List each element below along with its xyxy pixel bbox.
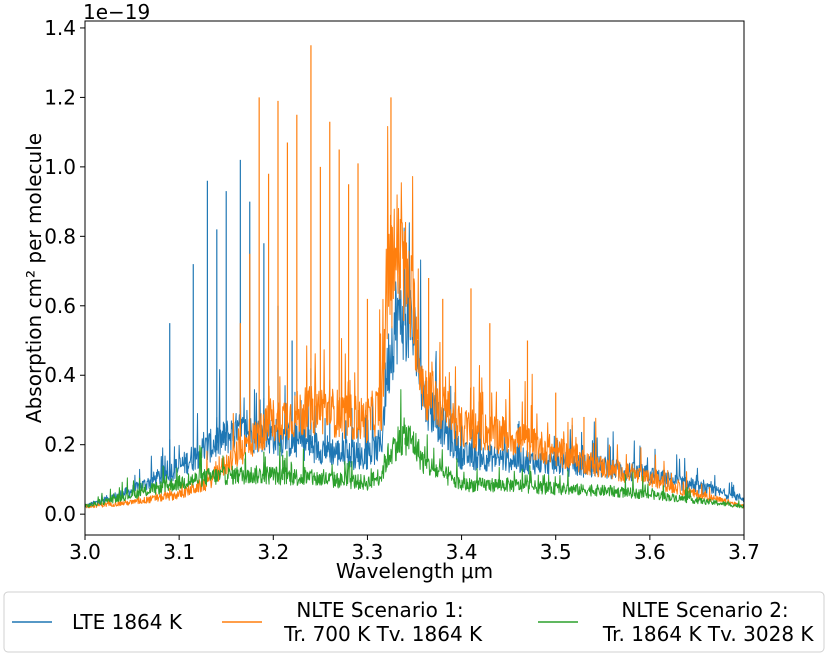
series-layer xyxy=(84,45,745,509)
legend-entry-3: NLTE Scenario 2: Tr. 1864 K Tv. 3028 K xyxy=(538,598,814,646)
legend-label-3: NLTE Scenario 2: Tr. 1864 K Tv. 3028 K xyxy=(596,598,814,646)
legend: LTE 1864 K NLTE Scenario 1: Tr. 700 K Tv.… xyxy=(3,591,825,653)
x-tick-label-4: 3.3 xyxy=(352,540,384,564)
x-axis-ticks: 3.0 3.1 3.2 3.3 3.4 3.5 3.6 3.7 xyxy=(69,535,760,564)
legend-label-1: LTE 1864 K xyxy=(72,610,183,634)
y-tick-label-5: 0.8 xyxy=(44,224,76,248)
x-tick-label-6: 3.5 xyxy=(540,540,572,564)
legend-frame xyxy=(3,591,825,653)
plot-area-frame xyxy=(84,20,745,536)
x-tick-label-2: 3.1 xyxy=(163,540,195,564)
y-multiplier-label: 1e−19 xyxy=(83,0,150,24)
y-axis-ticks: 0.0 0.2 0.4 0.6 0.8 1.0 1.2 1.4 xyxy=(44,16,85,526)
series-2 xyxy=(84,45,745,509)
x-axis-label: Wavelength μm xyxy=(336,559,493,583)
y-tick-label-8: 1.4 xyxy=(44,16,76,40)
x-tick-label-5: 3.4 xyxy=(446,540,478,564)
y-tick-label-4: 0.6 xyxy=(44,294,76,318)
y-multiplier-text: 1e−19 xyxy=(83,0,150,24)
x-tick-label-1: 3.0 xyxy=(69,540,101,564)
series-3 xyxy=(84,389,745,509)
y-tick-label-6: 1.0 xyxy=(44,155,76,179)
y-tick-label-7: 1.2 xyxy=(44,85,76,109)
x-tick-label-3: 3.2 xyxy=(257,540,289,564)
y-tick-label-3: 0.4 xyxy=(44,363,76,387)
legend-label-2: NLTE Scenario 1: Tr. 700 K Tv. 1864 K xyxy=(278,598,483,646)
legend-entry-2: NLTE Scenario 1: Tr. 700 K Tv. 1864 K xyxy=(222,598,483,646)
series-2-line xyxy=(84,126,745,509)
y-tick-label-1: 0.0 xyxy=(44,502,76,526)
legend-entry-1: LTE 1864 K xyxy=(12,610,183,634)
series-3-line xyxy=(84,389,745,509)
y-tick-label-2: 0.2 xyxy=(44,433,76,457)
y-axis-label: Absorption cm² per molecule xyxy=(22,133,46,423)
x-tick-label-7: 3.6 xyxy=(634,540,666,564)
series-1 xyxy=(84,159,745,508)
series-1-line xyxy=(84,222,745,508)
x-tick-label-8: 3.7 xyxy=(728,540,760,564)
